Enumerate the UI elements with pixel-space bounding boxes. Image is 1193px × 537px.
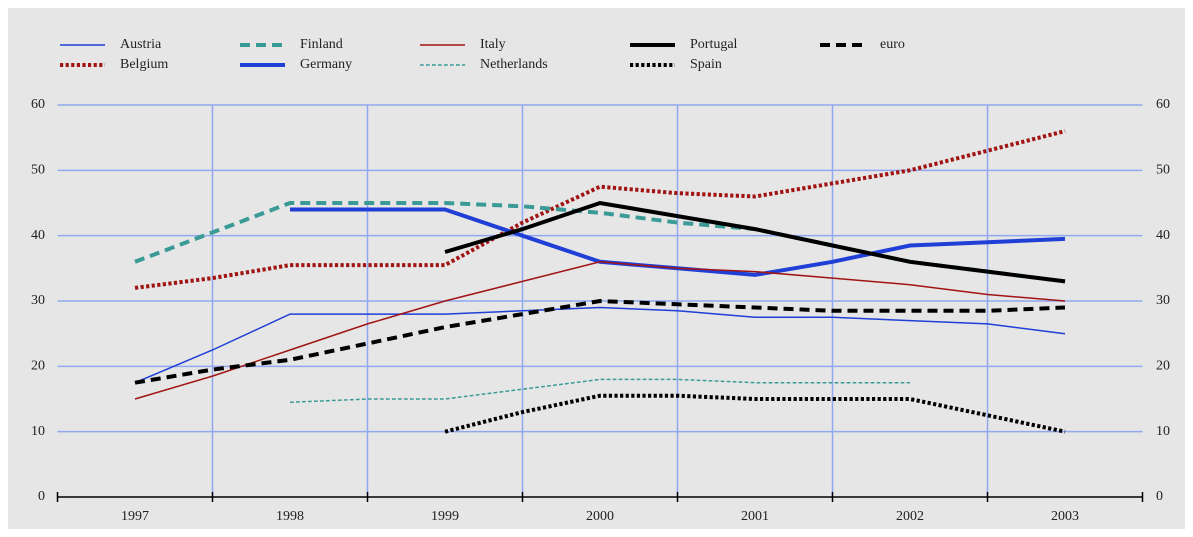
x-tick-label: 1999: [431, 509, 459, 524]
y2-tick-label: 40: [1156, 228, 1170, 243]
series-line: [134, 298, 1066, 385]
y-tick-label: 10: [31, 424, 45, 439]
series-line: [444, 393, 1066, 434]
legend-label: Germany: [300, 57, 352, 72]
y-tick-label: 60: [31, 97, 45, 112]
x-tick-label: 2003: [1051, 509, 1079, 524]
legend-label: Italy: [480, 37, 506, 52]
y-tick-label: 0: [38, 489, 45, 504]
legend-label: Netherlands: [480, 57, 548, 72]
x-tick-label: 1997: [121, 509, 149, 524]
legend-label: euro: [880, 37, 905, 52]
legend-label: Austria: [120, 37, 162, 52]
y2-tick-label: 50: [1156, 163, 1170, 178]
legend-label: Finland: [300, 37, 343, 52]
series-line: [289, 378, 910, 404]
y2-tick-label: 30: [1156, 293, 1170, 308]
series-line: [134, 261, 1066, 400]
legend-label: Portugal: [690, 37, 738, 52]
x-tick-label: 2002: [896, 509, 924, 524]
y-tick-label: 20: [31, 359, 45, 374]
legend-label: Spain: [690, 57, 722, 72]
series-line: [134, 129, 1066, 290]
y2-tick-label: 20: [1156, 359, 1170, 374]
series-line: [444, 200, 1066, 284]
x-tick-label: 2001: [741, 509, 769, 524]
y2-tick-label: 0: [1156, 489, 1163, 504]
legend-label: Belgium: [120, 57, 168, 72]
chart-background: [8, 8, 1185, 529]
y2-tick-label: 10: [1156, 424, 1170, 439]
y-tick-label: 30: [31, 293, 45, 308]
y-tick-label: 50: [31, 163, 45, 178]
series-line: [134, 306, 1066, 384]
x-tick-label: 1998: [276, 509, 304, 524]
y2-tick-label: 60: [1156, 97, 1170, 112]
y-tick-label: 40: [31, 228, 45, 243]
x-tick-label: 2000: [586, 509, 614, 524]
